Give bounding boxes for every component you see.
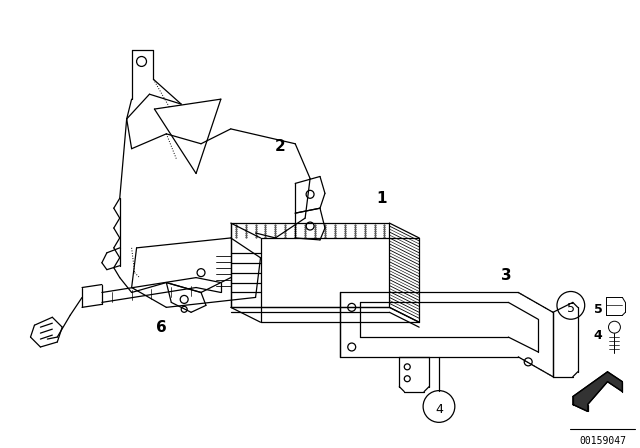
Text: 5: 5 <box>567 302 575 315</box>
Text: 2: 2 <box>275 139 285 154</box>
Text: 5: 5 <box>594 303 602 316</box>
Text: 4: 4 <box>594 328 602 342</box>
Text: 6: 6 <box>156 320 167 335</box>
Text: 1: 1 <box>376 191 387 206</box>
Text: 00159047: 00159047 <box>579 436 626 446</box>
Text: 3: 3 <box>501 268 512 283</box>
Text: 4: 4 <box>435 403 443 416</box>
Polygon shape <box>573 372 622 411</box>
